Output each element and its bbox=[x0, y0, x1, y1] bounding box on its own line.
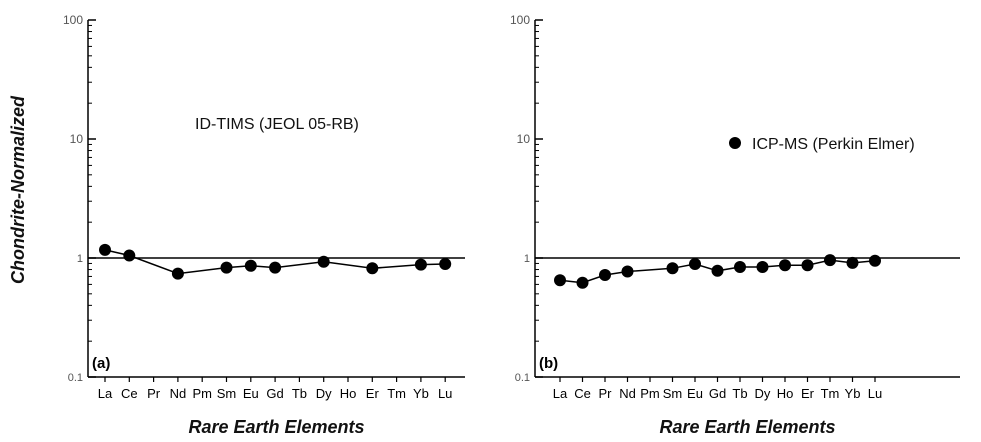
panel-b-data-point bbox=[576, 276, 589, 289]
panel-a-annotation: ID-TIMS (JEOL 05-RB) bbox=[195, 116, 359, 133]
panel-a-y-tick-label: 100 bbox=[63, 13, 83, 27]
panel-a-x-tick-label: Er bbox=[366, 386, 380, 401]
panel-a-x-tick-label: Ce bbox=[121, 386, 138, 401]
panel-b-y-tick-label: 1 bbox=[524, 253, 530, 265]
panel-a-x-tick-label: Ho bbox=[340, 386, 357, 401]
panel-b: 0.1 1 10 100 La Ce Pr Nd Pm Sm Eu Gd Tb Dy Ho Er Tm Yb Lu R… bbox=[510, 13, 960, 437]
panel-b-data-point bbox=[689, 258, 701, 270]
panel-a-x-tick-label: Pm bbox=[192, 386, 212, 401]
panel-a-x-tick-label: Tm bbox=[387, 386, 406, 401]
panel-a-data-point bbox=[244, 259, 257, 272]
panel-b-x-tick-label: Tm bbox=[821, 386, 840, 401]
panel-a-x-axis-title: Rare Earth Elements bbox=[188, 417, 364, 437]
panel-b-x-tick-label: Sm bbox=[663, 386, 683, 401]
panel-a-data-point bbox=[317, 255, 330, 268]
panel-b-data-point bbox=[621, 265, 634, 278]
panel-a-x-tick-label: Gd bbox=[266, 386, 283, 401]
panel-b-data-point bbox=[756, 261, 769, 273]
panel-b-data-point bbox=[734, 261, 746, 273]
panel-a-y-tick-label: 10 bbox=[70, 132, 84, 146]
panel-a-data-point bbox=[269, 261, 282, 274]
panel-b-data-point bbox=[846, 256, 859, 269]
panel-a-x-tick-label: Pr bbox=[147, 386, 161, 401]
panel-b-x-axis-title: Rare Earth Elements bbox=[659, 417, 835, 437]
panel-b-panel-label: (b) bbox=[539, 355, 558, 372]
y-axis-title: Chondrite-Normalized bbox=[8, 95, 28, 284]
panel-b-y-tick-label: 100 bbox=[510, 13, 530, 27]
panel-b-x-tick-label: Gd bbox=[709, 386, 726, 401]
panel-a-data-point bbox=[220, 261, 233, 274]
panel-b-data-point bbox=[801, 259, 814, 272]
panel-b-x-tick-label: Nd bbox=[619, 386, 636, 401]
panel-b-x-tick-label: Dy bbox=[755, 386, 771, 401]
panel-b-data-point bbox=[599, 269, 611, 281]
panel-a-y-tick-label: 1 bbox=[77, 253, 83, 265]
panel-a-panel-label: (a) bbox=[92, 355, 110, 372]
panel-a-x-tick-label: Dy bbox=[316, 386, 332, 401]
panel-b-x-tick-label: Yb bbox=[845, 386, 861, 401]
panel-a-data-point bbox=[414, 258, 427, 271]
panel-a-data-point bbox=[171, 267, 184, 280]
panel-b-data-point bbox=[824, 254, 836, 267]
panel-b-x-tick-label: Ho bbox=[777, 386, 794, 401]
panel-b-y-tick-label: 0.1 bbox=[515, 372, 530, 384]
panel-a-data-point bbox=[123, 249, 136, 262]
panel-a-series-line bbox=[104, 249, 446, 275]
panel-b-data-point bbox=[711, 264, 724, 277]
panel-b-data-point bbox=[666, 262, 679, 275]
panel-b-x-tick-label: La bbox=[553, 386, 568, 401]
panel-b-x-tick-label: Tb bbox=[732, 386, 747, 401]
panel-b-x-tick-label: Pm bbox=[640, 386, 660, 401]
panel-a-y-tick-label: 0.1 bbox=[68, 372, 83, 384]
panel-a-x-tick-label: Sm bbox=[217, 386, 237, 401]
panel-b-x-tick-label: Lu bbox=[868, 386, 882, 401]
panel-b-x-tick-label: Ce bbox=[574, 386, 591, 401]
panel-b-x-tick-label: Er bbox=[801, 386, 815, 401]
panel-a-data-point bbox=[366, 262, 379, 275]
panel-a-x-tick-label: La bbox=[98, 386, 113, 401]
panel-a-data-point bbox=[439, 258, 452, 270]
panel-b-x-tick-label: Eu bbox=[687, 386, 703, 401]
panel-a-x-tick-label: Nd bbox=[170, 386, 187, 401]
panel-b-data-point bbox=[869, 254, 881, 267]
panel-a-x-tick-label: Tb bbox=[292, 386, 307, 401]
panel-b-data-point bbox=[779, 259, 791, 272]
panel-a-data-point bbox=[99, 243, 111, 256]
panel-a-x-tick-label: Eu bbox=[243, 386, 259, 401]
panel-b-legend-label: ICP-MS (Perkin Elmer) bbox=[752, 136, 915, 153]
panel-b-x-tick-label: Pr bbox=[599, 386, 613, 401]
panel-a-x-tick-label: Lu bbox=[438, 386, 452, 401]
panel-a: 0.1 1 10 100 La Ce Pr Nd Pm Sm Eu Gd Tb Dy Ho Er Tm Yb Lu R… bbox=[63, 13, 465, 437]
panel-b-data-point bbox=[554, 274, 566, 287]
panel-b-y-tick-label: 10 bbox=[517, 132, 531, 146]
panel-b-legend-marker bbox=[729, 137, 741, 149]
panel-a-x-tick-label: Yb bbox=[413, 386, 429, 401]
